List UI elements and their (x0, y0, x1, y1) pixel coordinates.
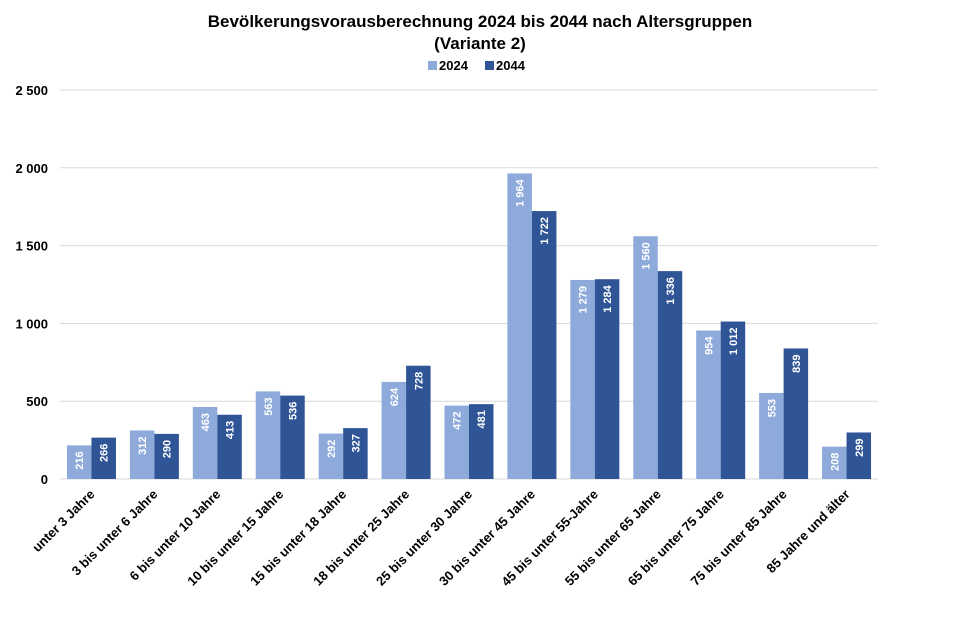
y-tick-label: 500 (26, 394, 48, 409)
bar-2044 (594, 279, 620, 479)
bar-2024 (444, 405, 469, 479)
data-label: 536 (287, 402, 299, 420)
y-tick-label: 2 500 (15, 83, 48, 98)
legend-swatch-2044 (485, 61, 494, 70)
data-label: 266 (99, 444, 111, 462)
y-tick-label: 1 000 (15, 316, 48, 331)
chart-subtitle: (Variante 2) (434, 34, 526, 53)
data-label: 481 (476, 410, 488, 428)
bar-2024 (696, 330, 721, 479)
x-tick-label: unter 3 Jahre (29, 487, 97, 555)
data-label: 1 012 (728, 328, 740, 356)
y-tick-label: 2 000 (15, 161, 48, 176)
bar-2024 (759, 392, 784, 479)
bar-2044 (406, 365, 431, 479)
bar-2024 (633, 236, 658, 479)
bar-2024 (570, 279, 595, 479)
bar-2044 (217, 414, 242, 479)
data-label: 1 279 (578, 286, 590, 314)
bar-2024 (255, 391, 281, 479)
bar-2044 (343, 428, 368, 479)
bar-2044 (531, 211, 557, 479)
data-label: 413 (225, 421, 237, 439)
legend-label-2024: 2024 (439, 58, 469, 73)
bar-2044 (91, 437, 116, 479)
legend-label-2044: 2044 (496, 58, 526, 73)
data-label: 472 (452, 412, 464, 430)
data-label: 463 (200, 413, 212, 431)
data-labels: 216 266 312 290 463 413 563 536 292 327 624 728 472 4… (74, 179, 866, 471)
bar-2024 (318, 433, 344, 479)
data-label: 728 (413, 372, 425, 390)
bar-2024 (192, 406, 218, 479)
data-label: 312 (137, 436, 149, 454)
bar-2044 (154, 433, 179, 479)
data-label: 327 (350, 434, 362, 452)
y-tick-label: 1 500 (15, 239, 48, 254)
data-label: 1 722 (539, 217, 551, 245)
data-label: 1 336 (665, 277, 677, 305)
bar-2024 (129, 430, 155, 479)
data-label: 1 284 (602, 284, 614, 312)
bar-2024 (822, 446, 847, 479)
bar-2044 (280, 395, 305, 479)
data-label: 292 (326, 440, 338, 458)
legend-swatch-2024 (428, 61, 437, 70)
data-label: 290 (162, 440, 174, 458)
y-tick-label: 0 (41, 472, 48, 487)
bar-2044 (469, 404, 494, 479)
data-label: 624 (389, 387, 401, 406)
y-axis-ticks: 0 500 1 000 1 500 2 000 2 500 (15, 83, 48, 487)
data-label: 1 964 (515, 179, 527, 207)
data-label: 563 (263, 397, 275, 415)
bar-2044 (846, 432, 872, 479)
data-label: 954 (703, 336, 715, 355)
bar-2024 (381, 381, 407, 479)
data-label: 1 560 (641, 242, 653, 270)
chart-title: Bevölkerungsvorausberechnung 2024 bis 20… (208, 12, 753, 31)
bars (66, 173, 872, 479)
data-label: 208 (829, 453, 841, 471)
legend: 2024 2044 (428, 58, 526, 73)
bar-2024 (66, 445, 92, 479)
data-label: 216 (74, 451, 86, 469)
data-label: 553 (766, 399, 778, 417)
data-label: 839 (791, 354, 803, 372)
bar-2044 (783, 348, 809, 479)
bar-2044 (720, 321, 746, 479)
bar-2024 (507, 173, 532, 479)
data-label: 299 (854, 438, 866, 456)
bar-2044 (657, 271, 683, 479)
